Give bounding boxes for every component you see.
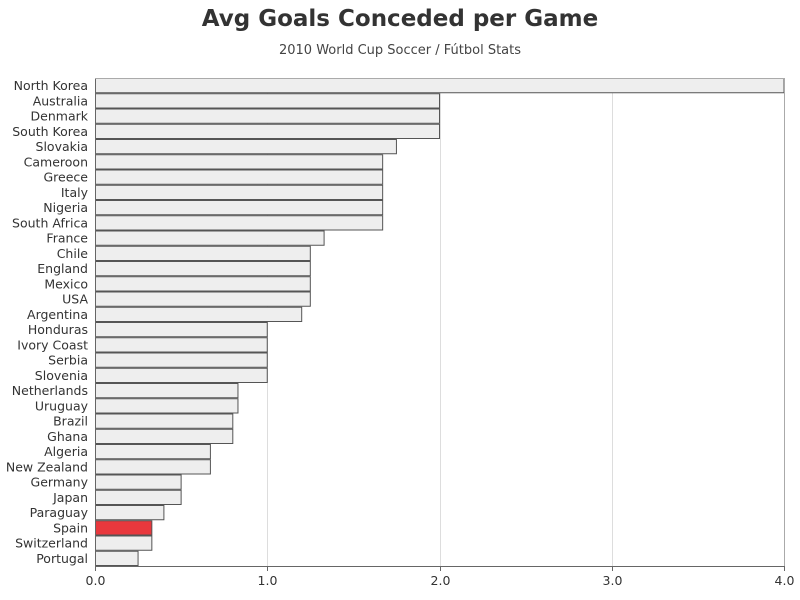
bar-slovenia bbox=[95, 367, 268, 383]
category-label: Paraguay bbox=[30, 505, 89, 520]
category-label: Algeria bbox=[44, 444, 88, 459]
bar-australia bbox=[95, 93, 440, 109]
bar-denmark bbox=[95, 108, 440, 124]
bar-slovakia bbox=[95, 139, 397, 155]
bar-north-korea bbox=[95, 78, 785, 94]
bar-serbia bbox=[95, 352, 268, 368]
bar-south-africa bbox=[95, 215, 384, 231]
bar-germany bbox=[95, 474, 182, 490]
x-tick-labels: 0.0 1.0 2.0 3.0 4.0 bbox=[86, 573, 795, 588]
bar-uruguay bbox=[95, 398, 239, 414]
category-label: Switzerland bbox=[15, 536, 88, 551]
category-label: South Africa bbox=[12, 215, 88, 230]
category-label: Slovenia bbox=[35, 368, 88, 383]
category-label: France bbox=[46, 231, 88, 246]
bar-paraguay bbox=[95, 505, 165, 521]
category-label: Ivory Coast bbox=[17, 337, 88, 352]
category-label: Denmark bbox=[31, 109, 89, 124]
bar-ghana bbox=[95, 428, 234, 444]
category-label: England bbox=[37, 261, 88, 276]
x-tick-label: 0.0 bbox=[86, 573, 106, 588]
category-label: Honduras bbox=[28, 322, 88, 337]
x-tick-label: 2.0 bbox=[431, 573, 451, 588]
bar-portugal bbox=[95, 550, 139, 566]
category-label: New Zealand bbox=[6, 459, 88, 474]
bar-cameroon bbox=[95, 154, 384, 170]
bar-japan bbox=[95, 489, 182, 505]
bar-ivory-coast bbox=[95, 337, 268, 353]
category-label: Chile bbox=[57, 246, 89, 261]
x-tick-label: 4.0 bbox=[775, 573, 795, 588]
x-tick-label: 1.0 bbox=[258, 573, 278, 588]
category-label: Nigeria bbox=[43, 200, 88, 215]
bar-nigeria bbox=[95, 200, 384, 216]
bars bbox=[95, 78, 785, 566]
category-label: Brazil bbox=[53, 414, 88, 429]
category-label: South Korea bbox=[12, 124, 88, 139]
category-label: Cameroon bbox=[24, 154, 88, 169]
bar-argentina bbox=[95, 306, 303, 322]
category-label: Portugal bbox=[36, 551, 88, 566]
chart-subtitle: 2010 World Cup Soccer / Fútbol Stats bbox=[278, 43, 522, 58]
category-label: Slovakia bbox=[36, 139, 88, 154]
category-label: Spain bbox=[53, 520, 88, 535]
category-label: Argentina bbox=[27, 307, 88, 322]
category-label: Serbia bbox=[48, 353, 88, 368]
category-label: Germany bbox=[31, 475, 89, 490]
chart-title: Avg Goals Conceded per Game bbox=[201, 6, 599, 32]
category-label: USA bbox=[62, 292, 88, 307]
bar-algeria bbox=[95, 444, 211, 460]
category-label: Mexico bbox=[44, 276, 88, 291]
bar-switzerland bbox=[95, 535, 153, 551]
category-label: Japan bbox=[52, 490, 88, 505]
bar-honduras bbox=[95, 322, 268, 338]
bar-south-korea bbox=[95, 123, 440, 139]
category-label: Australia bbox=[33, 93, 88, 108]
category-label: Greece bbox=[44, 170, 89, 185]
bar-italy bbox=[95, 184, 384, 200]
bar-chile bbox=[95, 245, 311, 261]
bar-mexico bbox=[95, 276, 311, 292]
category-label: Ghana bbox=[47, 429, 88, 444]
bar-spain bbox=[95, 520, 153, 536]
x-tick-label: 3.0 bbox=[603, 573, 623, 588]
bar-greece bbox=[95, 169, 384, 185]
category-label: North Korea bbox=[14, 78, 88, 93]
bar-netherlands bbox=[95, 383, 239, 399]
bar-england bbox=[95, 261, 311, 277]
category-label: Uruguay bbox=[35, 398, 89, 413]
axes bbox=[95, 78, 785, 571]
category-label: Italy bbox=[61, 185, 89, 200]
bar-usa bbox=[95, 291, 311, 307]
bar-france bbox=[95, 230, 325, 246]
bar-brazil bbox=[95, 413, 234, 429]
category-label: Netherlands bbox=[12, 383, 88, 398]
bar-new-zealand bbox=[95, 459, 211, 475]
